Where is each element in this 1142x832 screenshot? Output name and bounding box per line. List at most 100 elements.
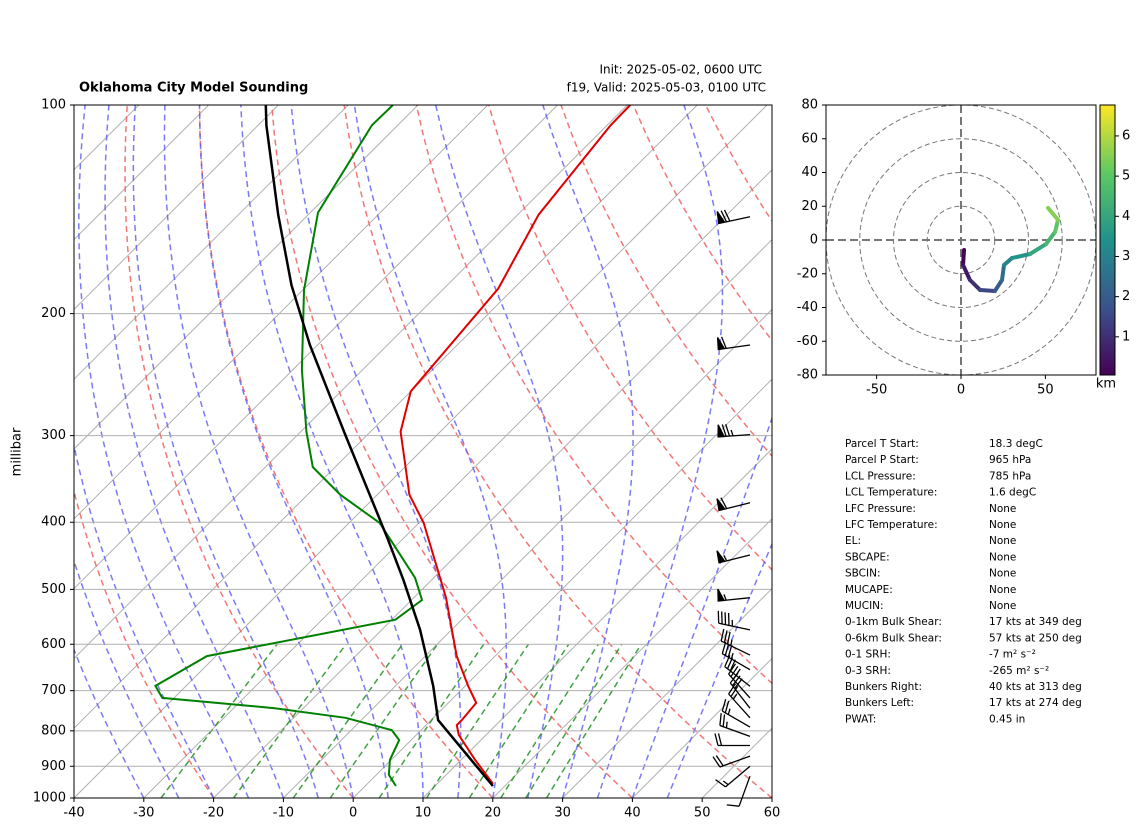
hodograph-segment	[1009, 252, 1033, 261]
parameter-label: 0-3 SRH:	[845, 665, 891, 677]
wind-barb	[729, 672, 751, 709]
profile-line	[264, 105, 494, 787]
parameter-label: LFC Pressure:	[845, 503, 916, 515]
mixing-ratio-line	[500, 643, 599, 798]
x-tick-label: -10	[273, 806, 294, 821]
y-axis-label: millibar	[10, 427, 25, 476]
parameter-value: 785 hPa	[989, 470, 1031, 482]
hodograph-segment	[961, 247, 967, 267]
y-tick-label: 100	[41, 98, 66, 113]
x-tick-label: -40	[63, 806, 84, 821]
isotherm	[352, 378, 772, 798]
y-tick-label: 60	[801, 131, 818, 146]
colorbar-tick-label: 3	[1122, 249, 1130, 264]
x-tick-label: 0	[957, 383, 965, 398]
y-tick-label: 700	[41, 683, 66, 698]
parameter-value: None	[989, 535, 1016, 547]
colorbar-tick-label: 1	[1122, 329, 1130, 344]
parameter-value: 17 kts at 274 deg	[989, 697, 1082, 709]
parameter-value: None	[989, 551, 1016, 563]
moist-adiabat	[240, 105, 424, 798]
hodograph-segment	[967, 277, 983, 292]
hodograph-segment	[1044, 230, 1057, 247]
isotherm	[74, 105, 349, 380]
parameter-value: 17 kts at 349 deg	[989, 616, 1082, 628]
y-tick-label: 20	[801, 199, 818, 214]
y-tick-label: -40	[797, 300, 818, 315]
y-tick-label: 500	[41, 582, 66, 597]
chart-title: Oklahoma City Model Sounding	[79, 81, 308, 96]
dry-adiabat	[343, 105, 772, 798]
hodograph-background	[826, 105, 1096, 375]
x-tick-label: 50	[1037, 383, 1054, 398]
moist-adiabat	[104, 105, 285, 798]
mixing-ratio-line	[525, 643, 623, 798]
y-tick-label: 80	[801, 98, 818, 113]
isotherm	[74, 105, 489, 520]
y-tick-label: 800	[41, 723, 66, 738]
hodograph-segment	[961, 262, 972, 282]
colorbar-label: km	[1096, 377, 1116, 392]
isotherm	[632, 657, 772, 798]
parameter-label: LFC Temperature:	[845, 519, 938, 531]
parameter-value: 18.3 degC	[989, 438, 1043, 450]
parameter-value: -265 m² s⁻²	[989, 665, 1049, 677]
hodograph-segment	[992, 277, 1005, 293]
moist-adiabat	[666, 542, 772, 798]
parameter-label: 0-1 SRH:	[845, 649, 891, 661]
parameter-value: None	[989, 600, 1016, 612]
parameter-value: None	[989, 503, 1016, 515]
mixing-ratio-line	[545, 643, 642, 798]
plot-frame	[73, 104, 773, 799]
wind-barb	[716, 336, 751, 351]
parameter-label: Bunkers Left:	[845, 697, 914, 709]
colorbar-tick-label: 4	[1122, 209, 1130, 224]
parameter-value: 1.6 degC	[989, 487, 1036, 499]
isotherm	[74, 105, 419, 450]
moist-adiabat	[434, 105, 564, 798]
parameter-label: LCL Temperature:	[845, 487, 937, 499]
y-tick-label: -80	[797, 368, 818, 383]
isotherm	[492, 518, 772, 798]
parameter-label: MUCIN:	[845, 600, 884, 612]
wind-barb	[717, 610, 751, 631]
y-tick-label: 40	[801, 165, 818, 180]
x-tick-label: -20	[203, 806, 224, 821]
isotherm	[74, 105, 209, 241]
isotherm	[74, 105, 279, 311]
parameter-label: Bunkers Right:	[845, 681, 922, 693]
wind-barb	[714, 733, 750, 747]
moist-adiabat	[163, 105, 354, 798]
parameter-table: Parcel T Start: 18.3 degC Parcel P Start: 9…	[845, 438, 1082, 725]
hodograph-segment	[978, 287, 997, 293]
y-tick-label: 200	[41, 306, 66, 321]
y-tick-label: 1000	[33, 791, 66, 806]
wind-barb	[715, 765, 751, 788]
x-tick-label: 60	[764, 806, 781, 821]
isotherm	[74, 105, 628, 660]
profile-line	[154, 105, 424, 787]
colorbar-tick-label: 5	[1122, 169, 1130, 184]
x-tick-label: -50	[866, 383, 887, 398]
parameter-label: EL:	[845, 535, 861, 547]
mixing-ratio-line	[468, 643, 570, 798]
colorbar-tick-label: 2	[1122, 289, 1130, 304]
x-tick-label: -30	[133, 806, 154, 821]
wind-barb	[716, 550, 751, 564]
parameter-label: 0-1km Bulk Shear:	[845, 616, 942, 628]
moist-adiabat	[74, 558, 180, 798]
wind-barb	[712, 755, 751, 768]
skewt-data	[154, 105, 631, 787]
wind-barb	[716, 497, 751, 512]
moist-adiabat	[596, 105, 724, 798]
moist-adiabat	[74, 441, 215, 798]
wind-barb	[728, 663, 751, 699]
y-tick-label: -60	[797, 334, 818, 349]
wind-barb	[721, 699, 751, 728]
wind-barb	[717, 424, 751, 438]
hodograph-axes: -50 0 50 -80 -60 -40 -20 0 20 40 60 80 1 2 3 4 5 6 km	[797, 98, 1131, 398]
wind-barb	[728, 683, 751, 719]
moist-adiabat	[74, 647, 145, 798]
